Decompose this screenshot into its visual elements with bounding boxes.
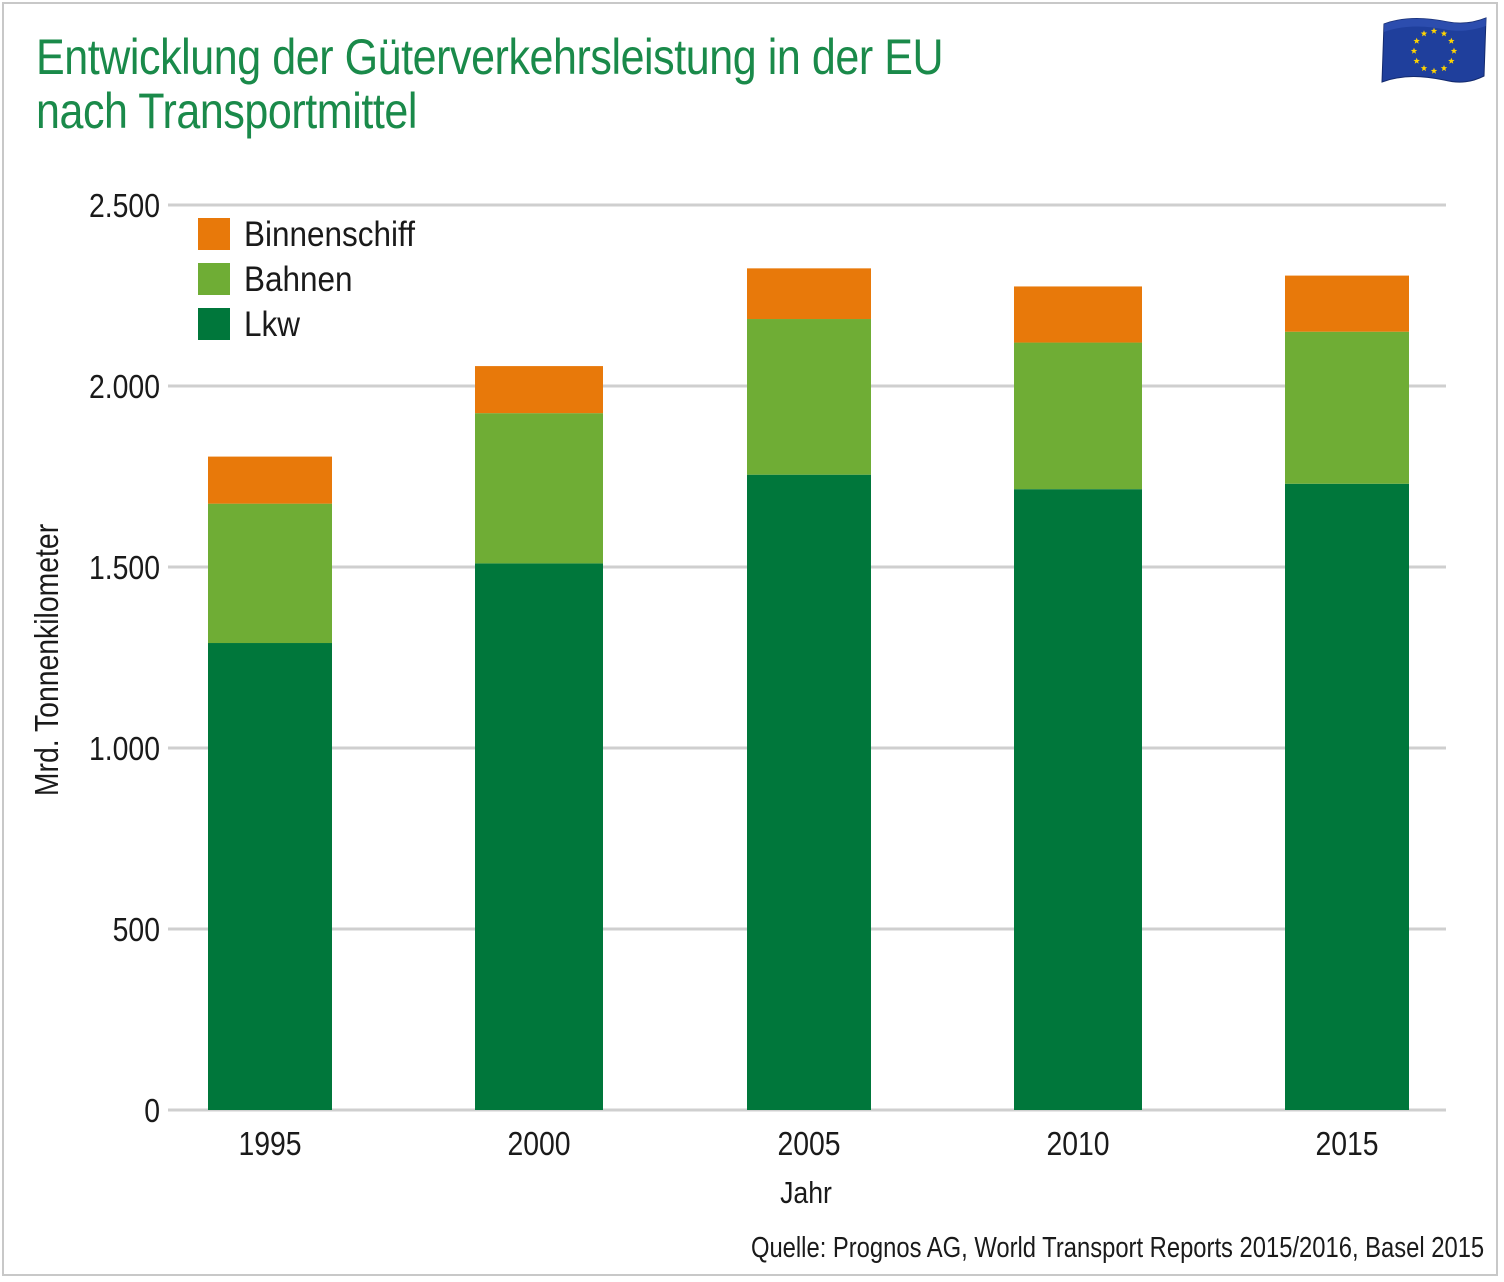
legend-swatch-lkw — [198, 308, 230, 340]
flag-star — [1448, 37, 1455, 44]
flag-star — [1413, 57, 1420, 64]
bar-lkw-2010 — [1014, 489, 1142, 1110]
flag-star — [1448, 57, 1455, 64]
bar-bahnen-2000 — [475, 413, 603, 564]
flag-star — [1420, 64, 1428, 72]
bar-lkw-2000 — [475, 563, 603, 1110]
bar-binnenschiff-1995 — [208, 456, 332, 504]
y-tick-label: 1.500 — [89, 549, 160, 587]
bar-bahnen-2005 — [747, 319, 871, 475]
flag-star — [1430, 67, 1438, 74]
x-tick-label-2005: 2005 — [777, 1125, 840, 1163]
y-tick-label: 0 — [144, 1092, 160, 1130]
flag-star — [1420, 30, 1428, 37]
bars — [208, 268, 1409, 1110]
legend-label-binnenschiff: Binnenschiff — [244, 216, 416, 255]
x-tick-label-2015: 2015 — [1315, 1125, 1378, 1163]
legend-swatch-bahnen — [198, 263, 230, 295]
legend-label-bahnen: Bahnen — [244, 261, 353, 300]
chart-title: Entwicklung der Güterverkehrsleistung in… — [36, 30, 1111, 138]
bar-bahnen-2015 — [1285, 331, 1409, 484]
bar-lkw-1995 — [208, 643, 332, 1110]
y-tick-label: 2.000 — [89, 368, 160, 406]
bar-binnenschiff-2005 — [747, 268, 871, 320]
eu-flag-icon — [1381, 17, 1487, 83]
title-line-1: Entwicklung der Güterverkehrsleistung in… — [36, 29, 944, 85]
legend: Binnenschiff Bahnen Lkw — [198, 216, 416, 345]
y-tick-label: 2.500 — [89, 187, 160, 225]
flag-star — [1450, 47, 1458, 54]
x-tick-label-1995: 1995 — [238, 1125, 301, 1163]
x-axis-label: Jahr — [780, 1176, 832, 1210]
title-line-2: nach Transportmittel — [36, 83, 417, 139]
bar-lkw-2005 — [747, 474, 871, 1110]
x-tick-labels: 1995 2000 2005 2010 2015 — [238, 1125, 1378, 1163]
bar-bahnen-1995 — [208, 503, 332, 644]
bar-binnenschiff-2010 — [1014, 286, 1142, 343]
source-note: Quelle: Prognos AG, World Transport Repo… — [750, 1232, 1484, 1264]
legend-label-lkw: Lkw — [244, 306, 301, 345]
bar-binnenschiff-2015 — [1285, 275, 1409, 332]
x-tick-label-2010: 2010 — [1046, 1125, 1109, 1163]
y-tick-labels: 0 500 1.000 1.500 2.000 2.500 — [89, 187, 160, 1130]
legend-swatch-binnenschiff — [198, 218, 230, 250]
flag-star — [1440, 30, 1448, 37]
bar-binnenschiff-2000 — [475, 366, 603, 414]
bar-bahnen-2010 — [1014, 342, 1142, 490]
bar-lkw-2015 — [1285, 483, 1409, 1110]
flag-star — [1413, 37, 1420, 44]
y-axis-label: Mrd. Tonnenkilometer — [28, 524, 66, 796]
y-tick-label: 1.000 — [89, 730, 160, 768]
flag-star — [1430, 27, 1438, 34]
x-tick-label-2000: 2000 — [507, 1125, 570, 1163]
flag-star — [1410, 47, 1418, 54]
y-tick-label: 500 — [113, 911, 160, 949]
flag-star — [1440, 64, 1448, 72]
